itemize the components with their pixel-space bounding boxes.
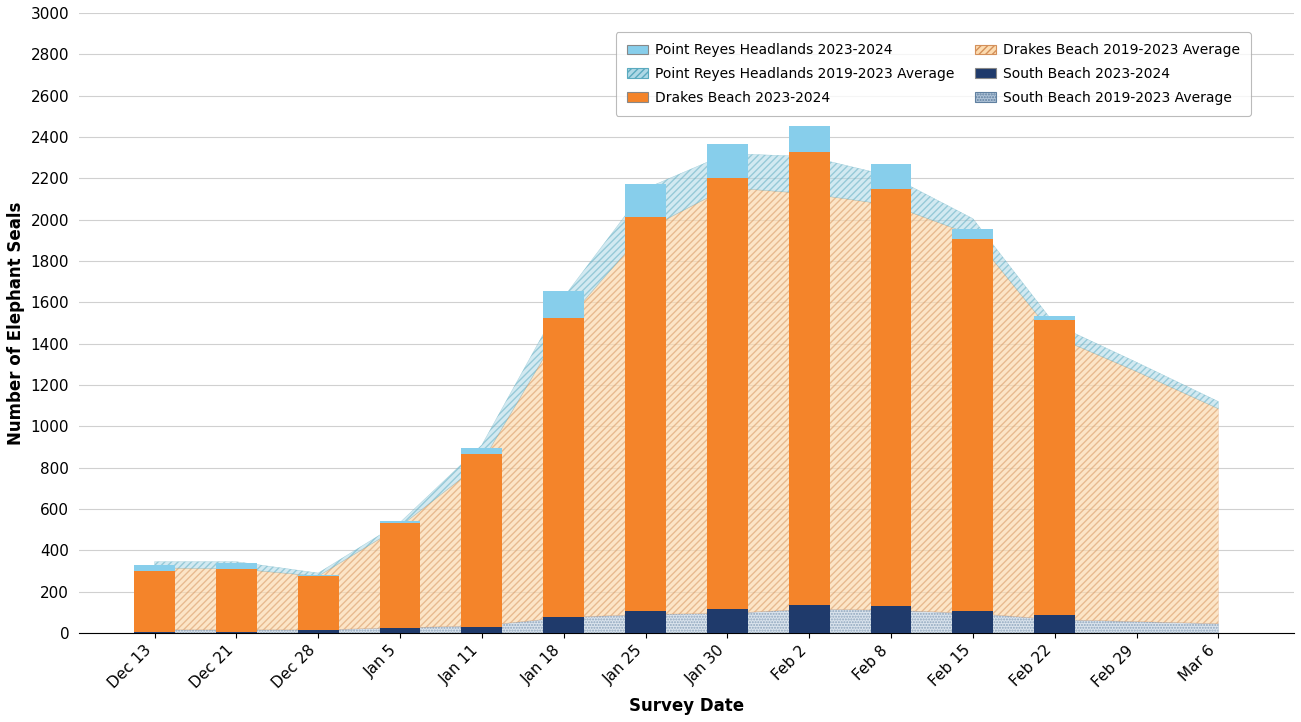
Bar <box>870 188 912 606</box>
Bar <box>216 569 256 632</box>
Bar <box>298 630 338 633</box>
Bar <box>462 448 502 454</box>
Bar <box>298 575 338 576</box>
Bar <box>952 612 994 633</box>
Bar <box>544 318 584 617</box>
Bar <box>380 521 420 523</box>
Bar <box>706 144 748 178</box>
Bar <box>216 632 256 633</box>
Bar <box>870 164 912 188</box>
Bar <box>624 612 666 633</box>
Bar <box>1034 615 1075 633</box>
Bar <box>216 562 256 569</box>
Bar <box>624 185 666 217</box>
Bar <box>706 178 748 609</box>
Bar <box>134 632 176 633</box>
Bar <box>134 571 176 632</box>
Bar <box>380 628 420 633</box>
Bar <box>298 576 338 630</box>
Bar <box>544 617 584 633</box>
Bar <box>462 627 502 633</box>
Y-axis label: Number of Elephant Seals: Number of Elephant Seals <box>7 201 25 445</box>
Bar <box>134 565 176 571</box>
Legend: Point Reyes Headlands 2023-2024, Point Reyes Headlands 2019-2023 Average, Drakes: Point Reyes Headlands 2023-2024, Point R… <box>615 32 1250 116</box>
Bar <box>952 229 994 239</box>
Bar <box>952 239 994 612</box>
Bar <box>544 291 584 318</box>
Bar <box>788 152 830 605</box>
Bar <box>706 609 748 633</box>
X-axis label: Survey Date: Survey Date <box>628 697 744 715</box>
Bar <box>788 126 830 152</box>
Bar <box>870 606 912 633</box>
Bar <box>462 454 502 627</box>
Bar <box>1034 320 1075 615</box>
Bar <box>624 217 666 612</box>
Bar <box>380 523 420 628</box>
Bar <box>788 605 830 633</box>
Bar <box>1034 316 1075 320</box>
